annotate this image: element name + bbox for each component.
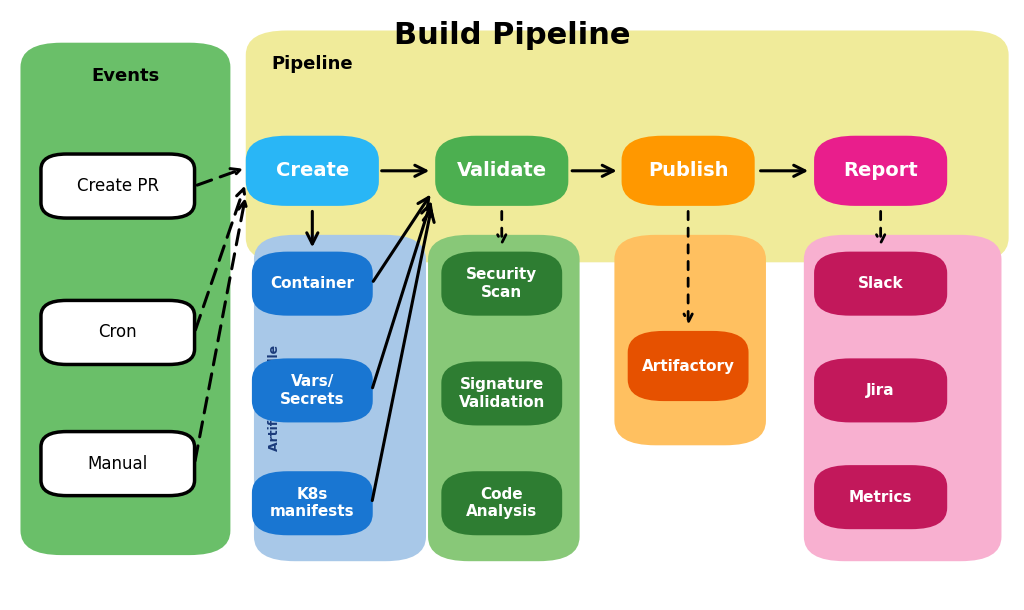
FancyBboxPatch shape [441,472,562,536]
FancyBboxPatch shape [254,235,426,561]
Text: Manual: Manual [88,454,147,473]
FancyBboxPatch shape [252,251,373,315]
FancyBboxPatch shape [246,30,1009,262]
Text: Cron: Cron [98,323,137,342]
FancyBboxPatch shape [41,300,195,364]
FancyBboxPatch shape [252,359,373,422]
FancyBboxPatch shape [20,43,230,555]
FancyBboxPatch shape [435,136,568,206]
FancyBboxPatch shape [428,235,580,561]
FancyBboxPatch shape [814,359,947,422]
Text: K8s
manifests: K8s manifests [270,487,354,520]
FancyBboxPatch shape [804,235,1001,561]
FancyBboxPatch shape [441,251,562,315]
Text: Slack: Slack [858,276,903,291]
FancyBboxPatch shape [814,465,947,529]
FancyBboxPatch shape [41,154,195,218]
Text: Create PR: Create PR [77,177,159,195]
Text: Container: Container [270,276,354,291]
FancyBboxPatch shape [628,331,749,401]
Text: Security
Scan: Security Scan [466,267,538,300]
FancyBboxPatch shape [814,251,947,315]
FancyBboxPatch shape [41,432,195,495]
FancyBboxPatch shape [622,136,755,206]
FancyBboxPatch shape [614,235,766,445]
Text: Vars/
Secrets: Vars/ Secrets [280,374,345,407]
Text: Build Pipeline: Build Pipeline [394,21,630,51]
FancyBboxPatch shape [252,472,373,536]
Text: Code
Analysis: Code Analysis [466,487,538,520]
Text: Validate: Validate [457,161,547,181]
FancyBboxPatch shape [441,361,562,426]
Text: Jira: Jira [866,383,895,398]
Text: Artifactory: Artifactory [642,359,734,373]
Text: Metrics: Metrics [849,490,912,504]
FancyBboxPatch shape [814,136,947,206]
Text: Pipeline: Pipeline [271,55,353,73]
Text: Report: Report [844,161,918,181]
Text: Events: Events [91,67,160,85]
Text: Create: Create [275,161,349,181]
Text: Publish: Publish [648,161,728,181]
FancyBboxPatch shape [246,136,379,206]
Text: Artifact Bundle: Artifact Bundle [268,345,281,451]
Text: Signature
Validation: Signature Validation [459,377,545,410]
